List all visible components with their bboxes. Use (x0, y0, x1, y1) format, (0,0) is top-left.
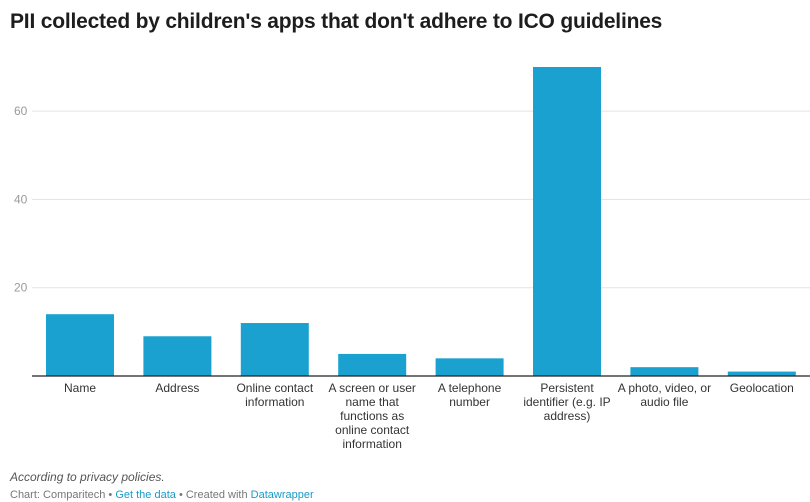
bar (533, 67, 601, 376)
x-category-label: Address (155, 381, 200, 395)
bar (46, 314, 114, 376)
separator: • (105, 489, 116, 501)
source-text: Chart: Comparitech (10, 489, 106, 501)
x-category-label: A telephone number (437, 381, 502, 409)
datawrapper-link[interactable]: Datawrapper (250, 489, 314, 501)
chart-footer: Chart: Comparitech • Get the data • Crea… (10, 489, 314, 501)
x-category-label: A photo, video, or audio file (617, 381, 712, 409)
chart-title: PII collected by children's apps that do… (10, 10, 663, 33)
bar (630, 367, 699, 376)
bar (435, 358, 504, 376)
y-tick-label: 20 (14, 281, 28, 295)
x-category-label: Persistent identifier (e.g. IP address) (523, 381, 611, 423)
x-category-label: Online contact information (236, 381, 314, 409)
x-category-label: A screen or user name that functions as … (328, 381, 416, 451)
get-data-link[interactable]: Get the data (115, 489, 176, 501)
bar (727, 371, 796, 376)
bar-chart: 20 40 60 (14, 67, 810, 377)
created-with-text: • Created with (175, 489, 251, 501)
y-tick-label: 40 (14, 192, 28, 206)
x-category-label: Name (63, 381, 96, 395)
y-tick-label: 60 (14, 104, 28, 118)
bar (240, 323, 309, 376)
bar (338, 353, 407, 376)
x-category-label: Geolocation (729, 381, 794, 395)
chart-note: According to privacy policies. (10, 470, 165, 484)
bar (143, 336, 212, 376)
